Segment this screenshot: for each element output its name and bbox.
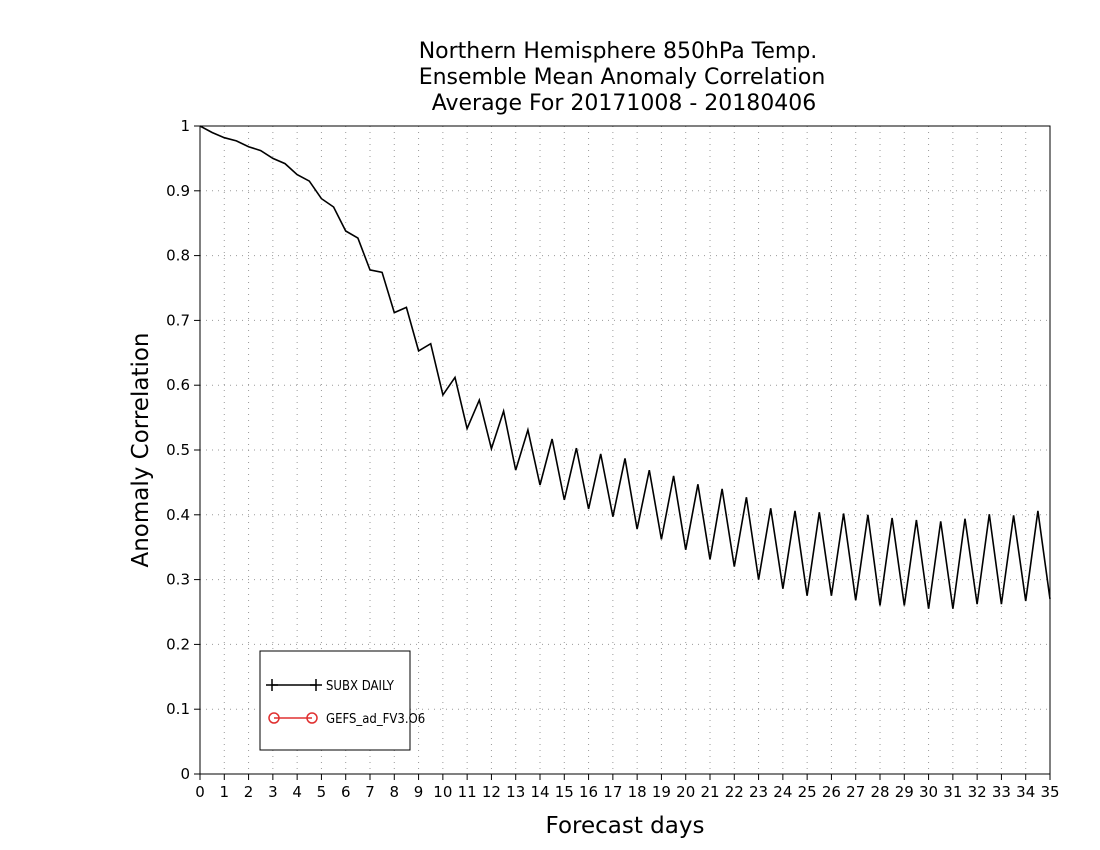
circle-marker-icon <box>268 712 318 724</box>
y-tick-label: 0.5 <box>166 441 190 459</box>
x-tick-label: 10 <box>433 783 452 801</box>
x-tick-label: 1 <box>220 783 230 801</box>
x-tick-label: 16 <box>579 783 598 801</box>
x-tick-label: 32 <box>968 783 987 801</box>
x-tick-label: 25 <box>798 783 817 801</box>
x-tick-label: 15 <box>555 783 574 801</box>
x-tick-label: 0 <box>195 783 205 801</box>
x-tick-label: 3 <box>268 783 278 801</box>
chart-title-line-2: Ensemble Mean Anomaly Correlation <box>419 65 826 90</box>
y-tick-label: 0.3 <box>166 571 190 589</box>
x-tick-label: 21 <box>700 783 719 801</box>
y-tick-label: 0 <box>180 765 190 783</box>
series-line-0 <box>199 125 1051 609</box>
legend-box <box>259 650 411 751</box>
x-tick-label: 28 <box>870 783 889 801</box>
x-tick-label: 29 <box>895 783 914 801</box>
y-tick-label: 0.9 <box>166 182 190 200</box>
legend-label-gefs: GEFS_ad_FV3.O6 <box>326 712 425 727</box>
y-tick-label: 1 <box>180 117 190 135</box>
chart-title-line-1: Northern Hemisphere 850hPa Temp. <box>419 39 818 64</box>
x-tick-label: 13 <box>506 783 525 801</box>
x-tick-label: 8 <box>390 783 400 801</box>
plus-marker-icon <box>266 679 322 691</box>
x-tick-label: 14 <box>530 783 549 801</box>
y-tick-label: 0.4 <box>166 506 190 524</box>
x-tick-label: 26 <box>822 783 841 801</box>
y-tick-label: 0.2 <box>166 635 190 653</box>
x-tick-label: 19 <box>652 783 671 801</box>
series-layer <box>199 125 1051 609</box>
x-tick-label: 20 <box>676 783 695 801</box>
grid <box>200 126 1050 774</box>
x-tick-label: 6 <box>341 783 351 801</box>
x-tick-label: 7 <box>365 783 375 801</box>
x-tick-label: 9 <box>414 783 424 801</box>
x-tick-label: 17 <box>603 783 622 801</box>
y-tick-label: 0.1 <box>166 700 190 718</box>
x-tick-label: 12 <box>482 783 501 801</box>
legend-label-subx: SUBX DAILY <box>326 679 395 694</box>
x-tick-label: 30 <box>919 783 938 801</box>
x-tick-label: 11 <box>458 783 477 801</box>
chart-title: Northern Hemisphere 850hPa Temp. Ensembl… <box>419 39 826 116</box>
y-tick-label: 0.7 <box>166 311 190 329</box>
x-tick-label: 31 <box>943 783 962 801</box>
x-tick-label: 35 <box>1040 783 1059 801</box>
x-tick-label: 34 <box>1016 783 1035 801</box>
x-axis: 0 1 2 3 4 5 6 7 8 9 10 11 12 13 14 15 16 17 18 19 20 21 22 23 24… <box>195 774 1060 801</box>
legend: SUBX DAILY GEFS_ad_FV3.O6 <box>259 650 425 751</box>
x-tick-label: 18 <box>628 783 647 801</box>
x-tick-label: 2 <box>244 783 254 801</box>
x-tick-label: 24 <box>773 783 792 801</box>
x-tick-label: 22 <box>725 783 744 801</box>
x-tick-label: 5 <box>317 783 327 801</box>
x-tick-label: 27 <box>846 783 865 801</box>
y-axis: 0 0.1 0.2 0.3 0.4 0.5 0.6 0.7 0.8 0.9 1 <box>166 117 200 783</box>
chart-title-line-3: Average For 20171008 - 20180406 <box>432 91 817 116</box>
x-tick-label: 4 <box>292 783 302 801</box>
x-tick-label: 23 <box>749 783 768 801</box>
y-axis-label: Anomaly Correlation <box>128 332 154 567</box>
x-axis-label: Forecast days <box>546 813 705 839</box>
x-tick-label: 33 <box>992 783 1011 801</box>
y-tick-label: 0.6 <box>166 376 190 394</box>
y-tick-label: 0.8 <box>166 247 190 265</box>
